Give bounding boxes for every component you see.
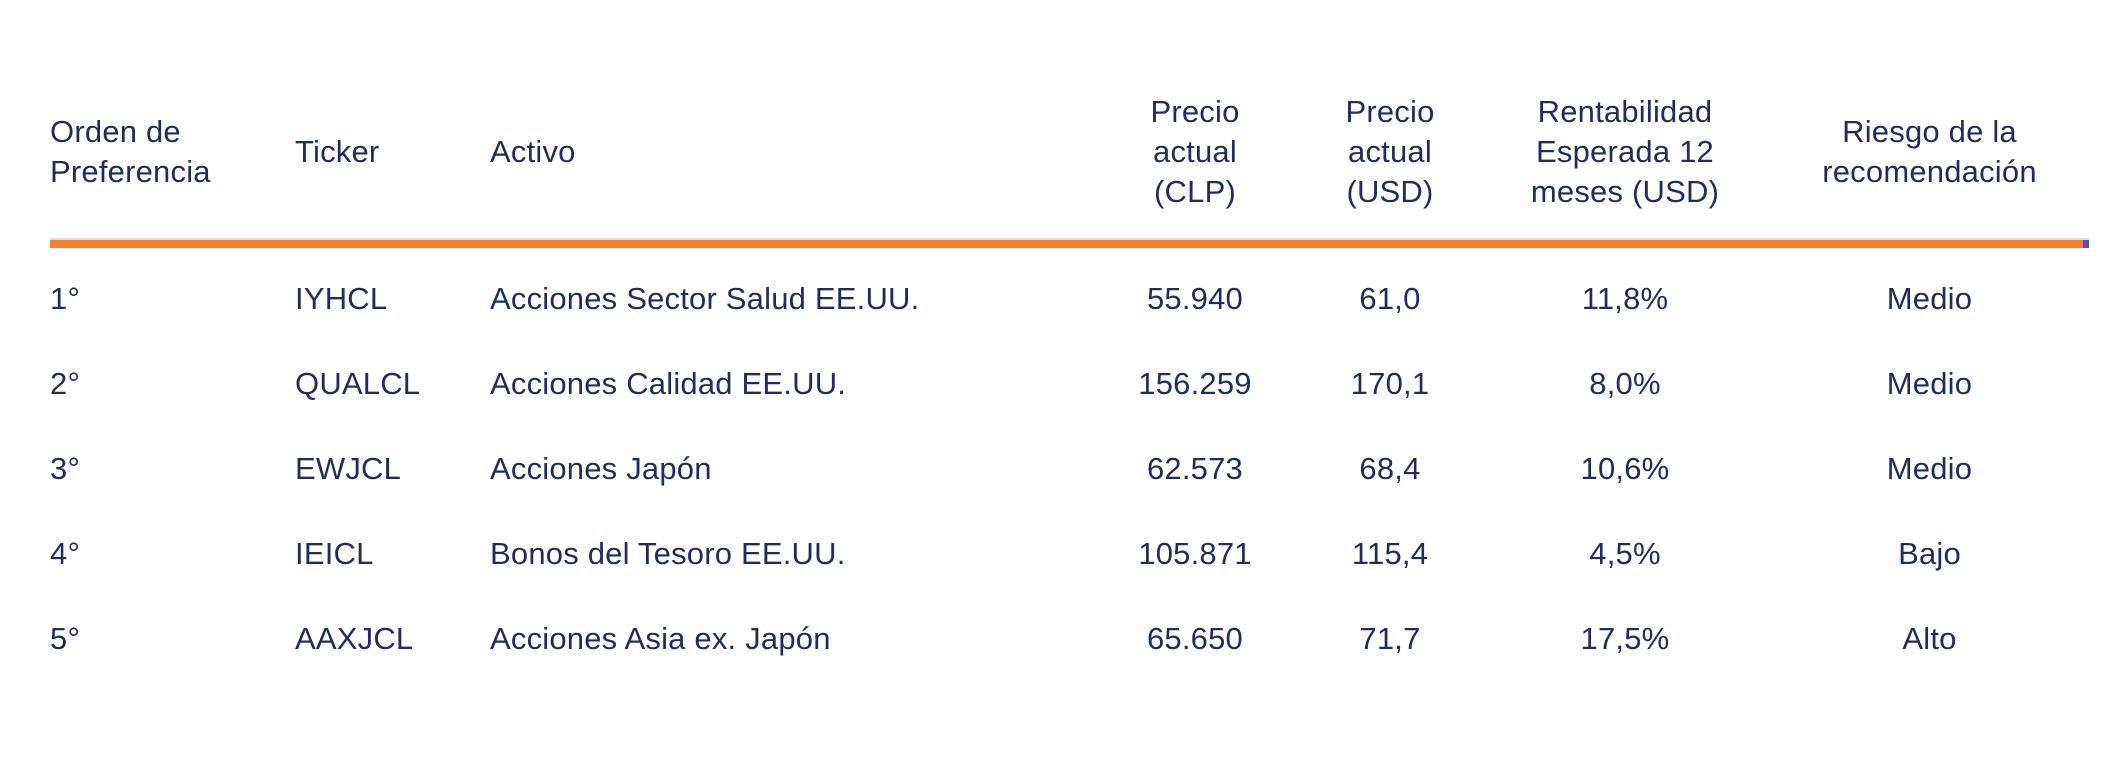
cell-riesgo: Medio xyxy=(1886,365,1973,401)
column-header-activo: Activo xyxy=(490,55,1090,248)
cell-activo: Acciones Calidad EE.UU. xyxy=(490,365,847,401)
table-row: 4° IEICL Bonos del Tesoro EE.UU. 105.871 115… xyxy=(50,511,2089,596)
cell-orden: 4° xyxy=(50,535,81,571)
column-header-ticker: Ticker xyxy=(295,55,490,248)
cell-rentabilidad: 4,5% xyxy=(1589,535,1661,571)
cell-precio_clp: 156.259 xyxy=(1138,365,1252,401)
header-divider-orange-line xyxy=(50,240,2083,248)
cell-ticker: IEICL xyxy=(295,535,374,571)
column-header-line: actual xyxy=(1153,133,1237,169)
cell-riesgo: Bajo xyxy=(1898,535,1961,571)
cell-rentabilidad: 8,0% xyxy=(1589,365,1661,401)
column-header-line: meses (USD) xyxy=(1530,173,1720,209)
column-header-precio_usd: Precio actual (USD) xyxy=(1300,55,1480,248)
header-divider-light-line xyxy=(50,238,2089,240)
cell-ticker: EWJCL xyxy=(295,450,402,486)
table-row: 1° IYHCL Acciones Sector Salud EE.UU. 55.94… xyxy=(50,248,2089,341)
cell-precio_clp: 62.573 xyxy=(1146,450,1244,486)
column-header-line: Activo xyxy=(490,133,576,169)
cell-orden: 5° xyxy=(50,620,81,656)
cell-precio_usd: 61,0 xyxy=(1359,280,1421,316)
table-row: 5° AAXJCL Acciones Asia ex. Japón 65.650 71,… xyxy=(50,596,2089,681)
column-header-line: Precio xyxy=(1150,93,1240,129)
column-header-line: Esperada 12 xyxy=(1536,133,1714,169)
column-header-line: actual xyxy=(1348,133,1432,169)
cell-activo: Acciones Asia ex. Japón xyxy=(490,620,831,656)
table-row: 2° QUALCL Acciones Calidad EE.UU. 156.259 17… xyxy=(50,341,2089,426)
cell-riesgo: Medio xyxy=(1886,450,1973,486)
column-header-line: Ticker xyxy=(295,133,380,169)
column-header-riesgo: Riesgo de la recomendación xyxy=(1770,55,2089,248)
cell-activo: Bonos del Tesoro EE.UU. xyxy=(490,535,846,571)
column-header-line: Precio xyxy=(1345,93,1435,129)
table-header-row: Orden de Preferencia Ticker Activo Precio act… xyxy=(50,55,2089,248)
column-header-line: Rentabilidad xyxy=(1537,93,1713,129)
cell-precio_clp: 105.871 xyxy=(1138,535,1252,571)
cell-orden: 2° xyxy=(50,365,81,401)
cell-precio_clp: 65.650 xyxy=(1146,620,1244,656)
cell-precio_usd: 68,4 xyxy=(1359,450,1421,486)
column-header-line: recomendación xyxy=(1822,153,2037,189)
table-row: 3° EWJCL Acciones Japón 62.573 68,4 10,6% Medi… xyxy=(50,426,2089,511)
cell-rentabilidad: 11,8% xyxy=(1581,280,1669,316)
cell-precio_clp: 55.940 xyxy=(1146,280,1244,316)
recommendations-table: Orden de Preferencia Ticker Activo Precio act… xyxy=(50,55,2089,681)
cell-ticker: AAXJCL xyxy=(295,620,414,656)
column-header-line: (CLP) xyxy=(1154,173,1236,209)
cell-riesgo: Alto xyxy=(1902,620,1957,656)
column-header-precio_clp: Precio actual (CLP) xyxy=(1090,55,1300,248)
cell-orden: 1° xyxy=(50,280,81,316)
column-header-orden: Orden de Preferencia xyxy=(50,55,295,248)
column-header-line: Orden de xyxy=(50,113,181,149)
table-body: 1° IYHCL Acciones Sector Salud EE.UU. 55.94… xyxy=(50,248,2089,681)
cell-orden: 3° xyxy=(50,450,81,486)
table-header: Orden de Preferencia Ticker Activo Precio act… xyxy=(50,55,2089,248)
cell-rentabilidad: 10,6% xyxy=(1580,450,1670,486)
cell-ticker: IYHCL xyxy=(295,280,388,316)
column-header-rentabilidad: Rentabilidad Esperada 12 meses (USD) xyxy=(1480,55,1770,248)
cell-rentabilidad: 17,5% xyxy=(1580,620,1670,656)
column-header-line: Riesgo de la xyxy=(1842,113,2017,149)
cell-ticker: QUALCL xyxy=(295,365,421,401)
column-header-line: Preferencia xyxy=(50,153,211,189)
header-divider-blue-cap xyxy=(2083,240,2089,248)
cell-precio_usd: 115,4 xyxy=(1351,535,1429,571)
column-header-line: (USD) xyxy=(1346,173,1434,209)
cell-precio_usd: 170,1 xyxy=(1350,365,1430,401)
cell-activo: Acciones Japón xyxy=(490,450,712,486)
cell-precio_usd: 71,7 xyxy=(1359,620,1421,656)
cell-riesgo: Medio xyxy=(1886,280,1973,316)
cell-activo: Acciones Sector Salud EE.UU. xyxy=(490,280,920,316)
